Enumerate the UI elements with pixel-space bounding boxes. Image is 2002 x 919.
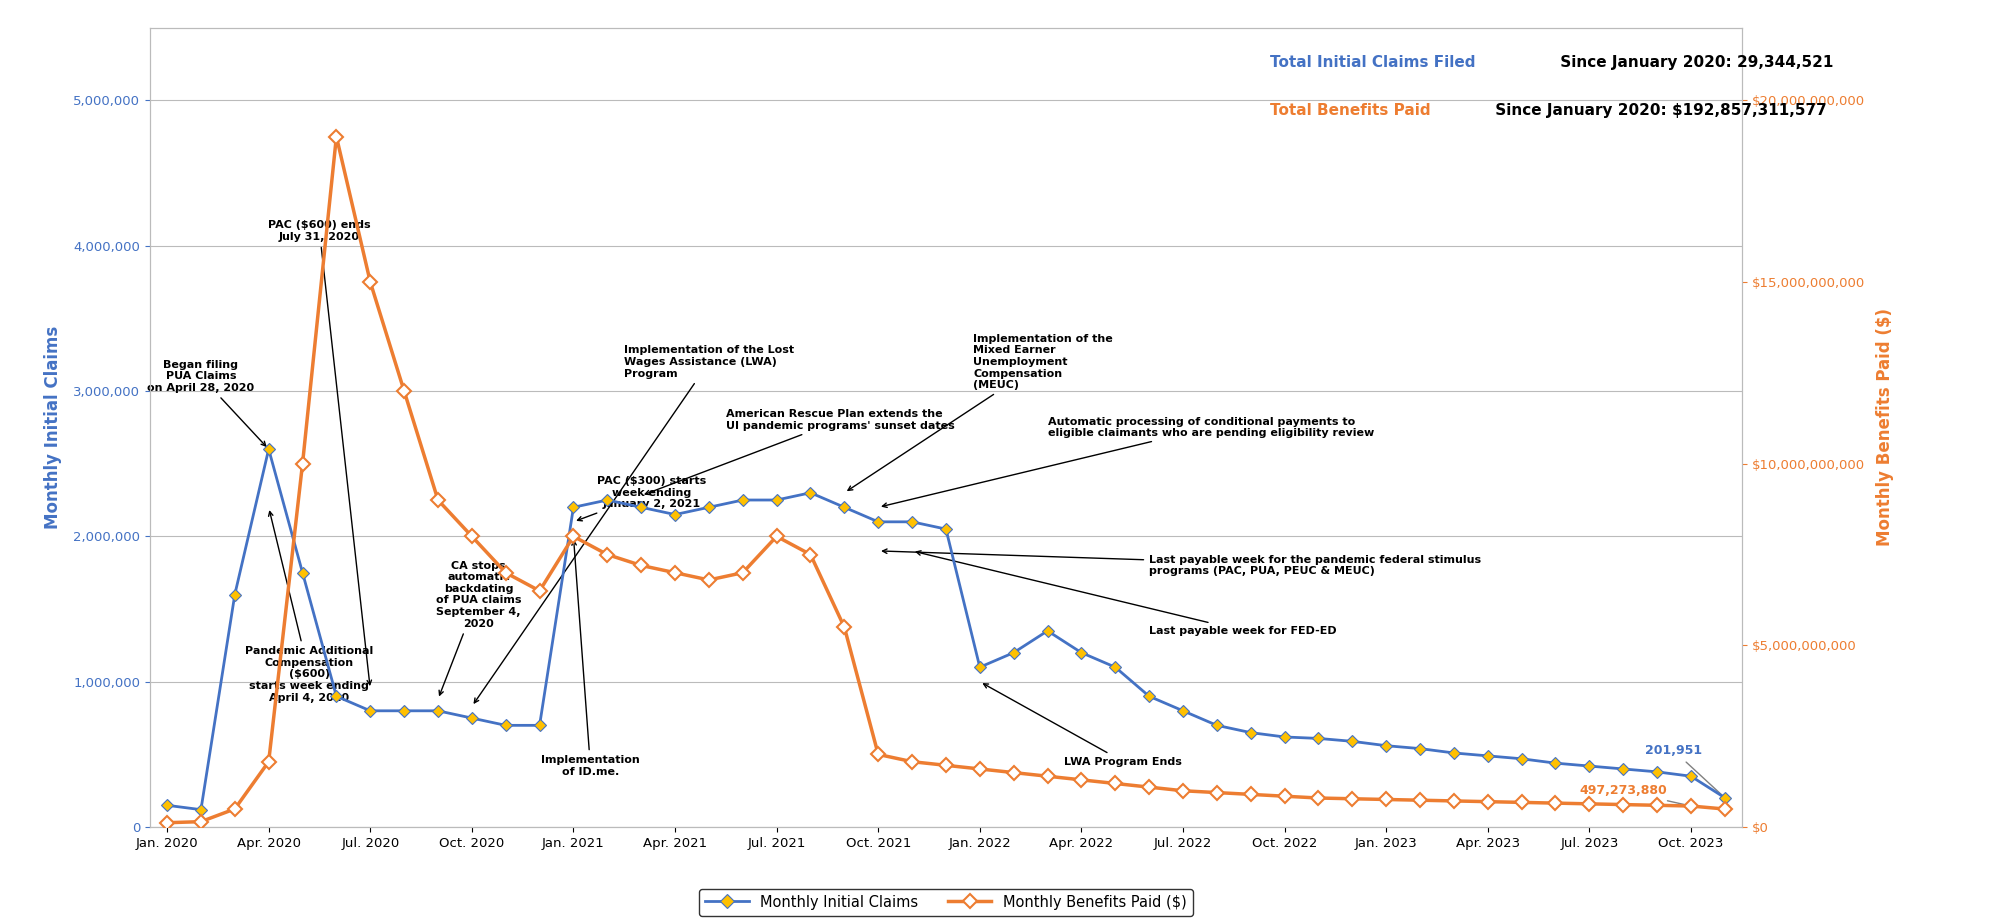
Text: 497,273,880: 497,273,880 [1580, 785, 1688, 805]
Text: PAC ($600) ends
July 31, 2020: PAC ($600) ends July 31, 2020 [268, 221, 372, 685]
Text: Last payable week for the pandemic federal stimulus
programs (PAC, PUA, PEUC & M: Last payable week for the pandemic feder… [883, 549, 1481, 576]
Y-axis label: Monthly Initial Claims: Monthly Initial Claims [44, 325, 62, 529]
Text: Last payable week for FED-ED: Last payable week for FED-ED [917, 550, 1337, 636]
Text: Total Initial Claims Filed: Total Initial Claims Filed [1271, 54, 1475, 70]
Text: LWA Program Ends: LWA Program Ends [983, 684, 1183, 766]
Text: Total Benefits Paid: Total Benefits Paid [1271, 103, 1431, 118]
Text: Implementation of the Lost
Wages Assistance (LWA)
Program: Implementation of the Lost Wages Assista… [474, 346, 795, 703]
Text: CA stops
automatic
backdating
of PUA claims
September 4,
2020: CA stops automatic backdating of PUA cla… [436, 561, 521, 695]
Text: Implementation
of ID.me.: Implementation of ID.me. [541, 540, 641, 777]
Text: Implementation of the
Mixed Earner
Unemployment
Compensation
(MEUC): Implementation of the Mixed Earner Unemp… [849, 334, 1113, 491]
Text: 201,951: 201,951 [1646, 744, 1724, 796]
Text: PAC ($300) starts
week ending
January 2, 2021: PAC ($300) starts week ending January 2,… [577, 476, 707, 521]
Text: Began filing
PUA Claims
on April 28, 2020: Began filing PUA Claims on April 28, 202… [148, 360, 266, 446]
Legend: Monthly Initial Claims, Monthly Benefits Paid ($): Monthly Initial Claims, Monthly Benefits… [699, 889, 1193, 915]
Y-axis label: Monthly Benefits Paid ($): Monthly Benefits Paid ($) [1876, 309, 1894, 546]
Text: Since January 2020: 29,344,521: Since January 2020: 29,344,521 [1556, 54, 1834, 70]
Text: Since January 2020: $192,857,311,577: Since January 2020: $192,857,311,577 [1489, 103, 1826, 118]
Text: Automatic processing of conditional payments to
eligible claimants who are pendi: Automatic processing of conditional paym… [883, 416, 1373, 507]
Text: Pandemic Additional
Compensation
($600)
starts week ending
April 4, 2020: Pandemic Additional Compensation ($600) … [244, 512, 374, 703]
Text: American Rescue Plan extends the
UI pandemic programs' sunset dates: American Rescue Plan extends the UI pand… [645, 409, 955, 494]
